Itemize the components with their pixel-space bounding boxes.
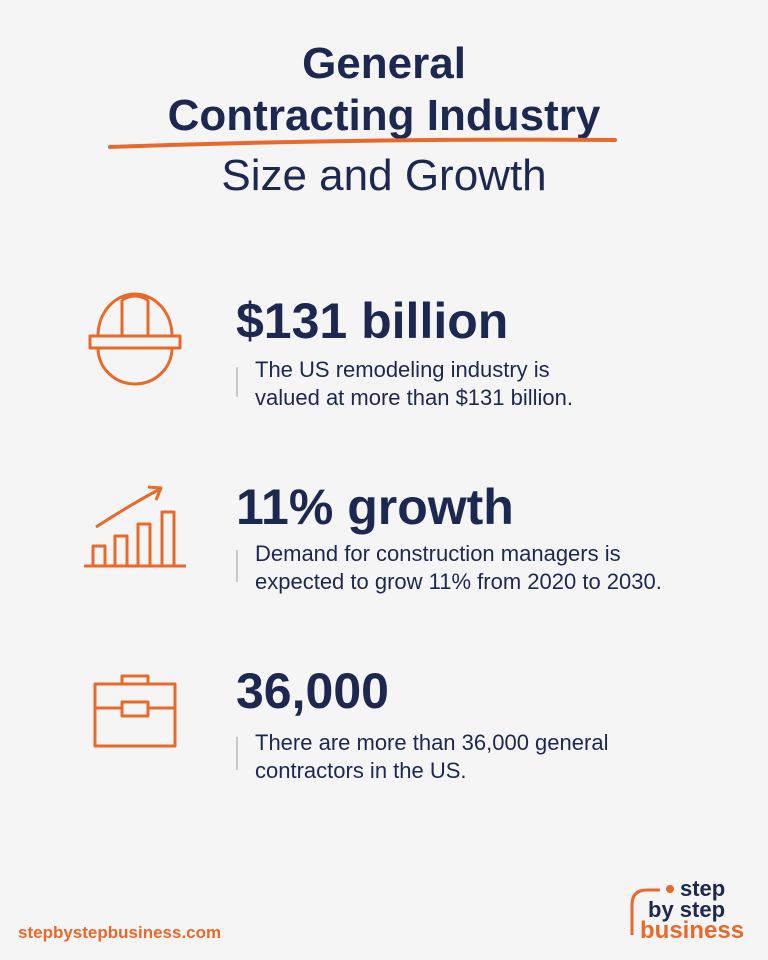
- stat-description: Demand for construction managers is: [255, 541, 621, 566]
- title-underline: [108, 137, 617, 149]
- stat-description: expected to grow 11% from 2020 to 2030.: [255, 569, 662, 594]
- logo-dot: [666, 885, 674, 893]
- logo-text: business: [640, 917, 744, 944]
- stat-description: valued at more than $131 billion.: [255, 385, 573, 410]
- website: stepbystepbusiness.com: [18, 923, 221, 942]
- stat-headline: 11% growth: [236, 479, 514, 535]
- stat-description: There are more than 36,000 general: [255, 730, 608, 755]
- stat-headline: 36,000: [236, 663, 389, 719]
- title-line: General: [302, 39, 466, 88]
- logo-mark: [630, 888, 660, 935]
- hard-hat-icon: [88, 292, 182, 386]
- logo-text: by step: [648, 897, 725, 922]
- stat-headline: $131 billion: [236, 293, 508, 349]
- logo-text: step: [680, 876, 725, 901]
- stat-description: contractors in the US.: [255, 758, 467, 783]
- briefcase-icon: [93, 674, 177, 748]
- logo: step by step business: [630, 876, 744, 944]
- title-line: Contracting Industry: [168, 91, 601, 140]
- growth-icon: [84, 485, 186, 568]
- subtitle: Size and Growth: [221, 151, 546, 200]
- stat-description: The US remodeling industry is: [255, 357, 550, 382]
